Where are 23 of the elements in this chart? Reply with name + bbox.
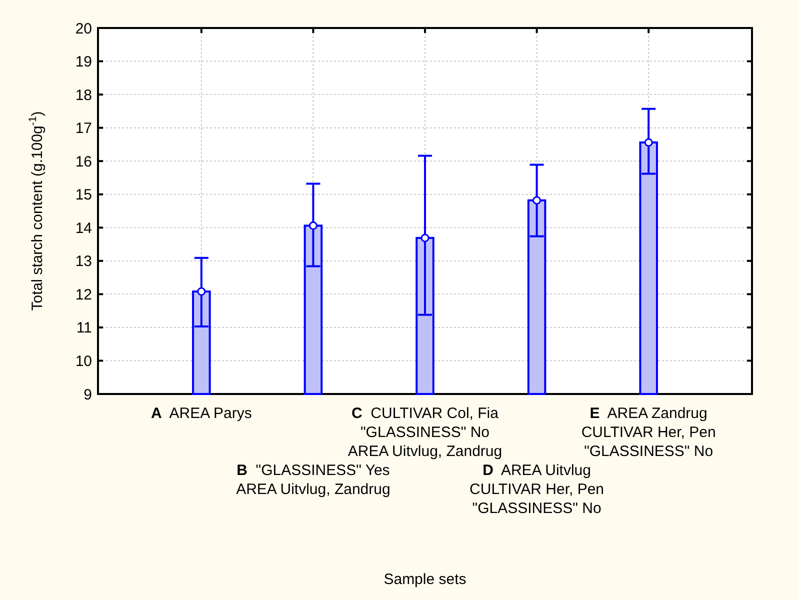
point [197, 287, 206, 296]
y-tick-label: 13 [75, 253, 92, 270]
y-tick-label: 17 [75, 120, 92, 138]
x-tick-label: C CULTIVAR Col, Fia "GLASSINESS" No AREA Uitvlug, Zandrug [348, 405, 502, 460]
y-tick-label: 16 [75, 153, 92, 170]
y-tick-label: 10 [75, 352, 92, 370]
y-tick-label: 19 [75, 54, 92, 71]
y-tick-label: 9 [84, 386, 92, 404]
point [532, 196, 542, 205]
y-tick-label: 14 [75, 220, 92, 237]
y-tick-label: 18 [75, 86, 92, 104]
x-tick-label: D AREA Uitvlug CULTIVAR Her, Pen "GLASSINESS" No [470, 462, 604, 517]
y-tick-label: 20 [75, 20, 92, 38]
point [644, 138, 653, 147]
x-axis-title: Sample sets [384, 571, 466, 588]
x-tick-label: B "GLASSINESS" Yes AREA Uitvlug, Zandrug [236, 462, 390, 498]
y-tick-label: 11 [76, 320, 92, 337]
x-tick-label: E AREA Zandrug CULTIVAR Her, Pen "GLASSINESS" No [581, 405, 716, 460]
y-tick-label: 15 [75, 186, 92, 204]
point [308, 221, 318, 230]
point [420, 234, 430, 242]
y-tick-label: 12 [75, 286, 92, 304]
x-tick-label: A AREA Parys [150, 405, 252, 422]
